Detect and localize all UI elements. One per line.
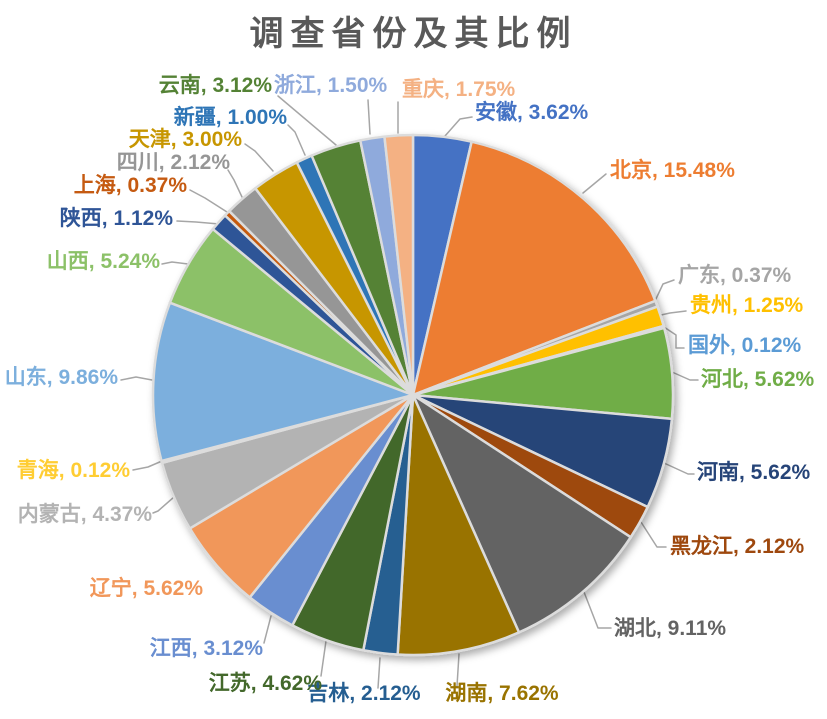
data-label: 江苏, 4.62% <box>209 672 323 695</box>
leader-line <box>227 169 243 198</box>
data-label: 四川, 2.12% <box>117 151 231 174</box>
data-label: 山西, 5.24% <box>47 250 161 273</box>
data-label: 国外, 0.12% <box>688 333 802 357</box>
leader-line <box>444 116 473 137</box>
data-label: 上海, 0.37% <box>74 173 188 197</box>
data-label: 安徽, 3.62% <box>475 100 589 124</box>
leader-line <box>377 657 381 689</box>
leader-line <box>161 261 189 265</box>
data-label: 青海, 0.12% <box>17 458 131 482</box>
chart-title: 调查省份及其比例 <box>249 15 578 53</box>
leader-line <box>287 124 306 156</box>
data-label: 北京, 15.48% <box>610 158 735 182</box>
data-label: 辽宁, 5.62% <box>90 576 204 600</box>
leader-line <box>660 310 687 316</box>
leader-line <box>120 376 153 381</box>
data-label: 广东, 0.37% <box>678 263 792 287</box>
data-label: 山东, 9.86% <box>5 365 119 389</box>
leader-line <box>189 189 228 213</box>
data-label: 浙江, 1.50% <box>274 74 388 97</box>
leader-line <box>176 220 220 225</box>
data-label: 内蒙古, 4.37% <box>18 502 153 526</box>
data-label: 湖南, 7.62% <box>445 681 559 705</box>
data-label: 云南, 3.12% <box>159 73 273 97</box>
data-label: 黑龙江, 2.12% <box>670 534 805 558</box>
data-label: 吉林, 2.12% <box>307 681 421 705</box>
pie-slice <box>151 301 415 463</box>
leader-line <box>132 460 163 471</box>
leader-line <box>663 326 685 349</box>
data-label: 天津, 3.00% <box>129 128 243 151</box>
leader-line <box>640 521 667 548</box>
data-label: 新疆, 1.00% <box>174 105 288 129</box>
leader-line <box>671 371 699 381</box>
pie-slices-layer <box>151 133 675 657</box>
data-label: 重庆, 1.75% <box>402 77 516 101</box>
data-label: 湖北, 9.11% <box>614 617 726 640</box>
data-label: 贵州, 1.25% <box>690 294 804 317</box>
leader-line <box>152 496 175 514</box>
pie-slice <box>411 393 632 634</box>
data-labels-layer: 安徽, 3.62% 北京, 15.48% 广东, 0.37% 贵州, 1.25% 国外,… <box>5 73 815 705</box>
pie-slice <box>383 133 415 397</box>
leader-line <box>367 99 371 135</box>
leader-line <box>277 95 337 146</box>
data-label: 河北, 5.62% <box>701 368 815 391</box>
leader-line <box>663 462 695 475</box>
data-label: 河南, 5.62% <box>697 460 811 484</box>
leader-line <box>263 615 272 644</box>
leader-line <box>456 653 460 687</box>
data-label: 陕西, 1.12% <box>60 207 174 230</box>
leader-line <box>320 640 327 677</box>
leader-lines-layer <box>120 95 699 689</box>
leader-line <box>582 173 607 194</box>
leader-line <box>244 143 274 172</box>
pie-slice <box>411 140 657 397</box>
leader-line <box>654 279 675 302</box>
leader-line <box>583 591 612 629</box>
pie-slice <box>396 393 521 657</box>
data-label: 江西, 3.12% <box>150 637 264 660</box>
